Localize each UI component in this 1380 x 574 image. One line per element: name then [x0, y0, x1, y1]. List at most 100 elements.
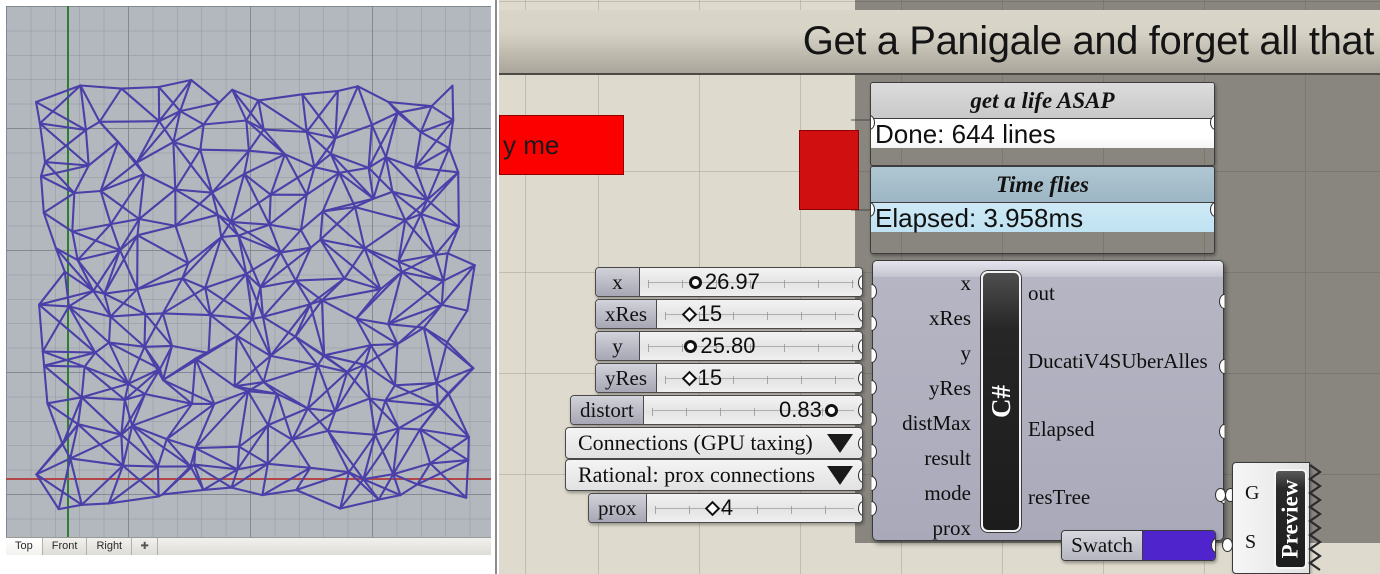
preview-port-g[interactable]: G [1245, 482, 1260, 504]
csharp-nub-out-ducati[interactable] [1219, 359, 1225, 374]
viewport-canvas[interactable]: Top Front Right ✚ [6, 6, 491, 555]
slider-xres-ticks [665, 312, 854, 320]
scribble-title-banner[interactable]: Get a Panigale and forget all that [499, 10, 1380, 75]
slider-x-output-nub[interactable] [858, 275, 862, 290]
custom-preview-component[interactable]: G S Preview [1232, 462, 1322, 574]
viewport-tab-front-label: Front [51, 540, 78, 552]
error-component-label: y me [503, 130, 560, 160]
panel-done[interactable]: get a life ASAP Done: 644 lines [870, 82, 1215, 166]
panel-elapsed-output-nub[interactable] [1210, 202, 1214, 217]
dropdown-connections-output-nub[interactable] [858, 436, 862, 451]
slider-yres[interactable]: yRes 15 [595, 363, 863, 393]
csharp-output-ducati[interactable]: DucatiV4SUberAlles [1028, 349, 1208, 373]
panel-done-header: get a life ASAP [871, 83, 1214, 119]
csharp-capsule-label: C# [985, 385, 1016, 418]
slider-xres-handle[interactable] [681, 306, 697, 322]
panel-done-body: Done: 644 lines [871, 119, 1214, 149]
delaunay-mesh-wireframe [35, 78, 476, 511]
slider-y-ticks [648, 344, 854, 352]
csharp-nub-out-elapsed[interactable] [1219, 424, 1225, 439]
swatch-output-nub[interactable] [1211, 538, 1215, 553]
add-viewport-tab-icon[interactable]: ✚ [132, 538, 159, 555]
slider-distort-label: distort [571, 396, 644, 424]
swatch-label: Swatch [1062, 531, 1143, 560]
viewport-tab-top[interactable]: Top [6, 538, 43, 555]
wire-bundle [850, 119, 871, 211]
chevron-down-icon[interactable] [827, 433, 853, 453]
viewport-tab-right-label: Right [96, 540, 123, 552]
csharp-output-out[interactable]: out [1028, 281, 1055, 305]
viewport-3d-area[interactable] [6, 6, 491, 537]
csharp-input-x[interactable]: x [960, 271, 972, 295]
slider-yres-value: 15 [697, 365, 723, 390]
panel-elapsed[interactable]: Time flies Elapsed: 3.958ms [870, 166, 1215, 254]
preview-zigzag-edge [1308, 464, 1322, 571]
slider-yres-handle[interactable] [681, 370, 697, 386]
slider-y-value: 25.80 [700, 333, 756, 358]
slider-y-output-nub[interactable] [858, 339, 862, 354]
panel-elapsed-header: Time flies [871, 167, 1214, 203]
viewport-axis-y [67, 6, 69, 537]
slider-distort-track[interactable]: 0.83 [643, 396, 862, 424]
rhino-viewport[interactable]: Top Front Right ✚ [0, 0, 497, 574]
csharp-output-ports: out DucatiV4SUberAlles Elapsed resTree [1028, 283, 1217, 508]
plus-icon: ✚ [140, 540, 149, 552]
slider-distort-output-nub[interactable] [858, 403, 862, 418]
panel-done-output-nub[interactable] [1210, 115, 1214, 130]
viewport-axis-x [6, 478, 491, 480]
slider-distort[interactable]: distort 0.83 [570, 395, 863, 425]
swatch-colour-preview[interactable] [1143, 531, 1215, 560]
csharp-input-y[interactable]: y [960, 341, 972, 365]
colour-swatch-component[interactable]: Swatch [1061, 530, 1216, 561]
slider-prox-handle[interactable] [704, 500, 721, 516]
slider-y-handle[interactable] [684, 339, 698, 353]
slider-y-track[interactable]: 25.80 [640, 332, 862, 360]
error-component-red-secondary[interactable] [799, 130, 859, 210]
error-component-red[interactable]: y me [499, 115, 624, 175]
slider-x[interactable]: x 26.97 [595, 267, 863, 297]
csharp-input-mode[interactable]: mode [924, 481, 971, 505]
csharp-nub-out-out[interactable] [1219, 294, 1225, 309]
slider-distort-ticks [651, 408, 854, 416]
slider-xres-output-nub[interactable] [858, 307, 862, 322]
slider-y[interactable]: y 25.80 [595, 331, 863, 361]
grasshopper-canvas[interactable]: Get a Panigale and forget all that y me … [499, 0, 1380, 574]
slider-distort-handle[interactable] [824, 403, 838, 417]
csharp-input-yres[interactable]: yRes [929, 376, 971, 400]
csharp-script-component[interactable]: x xRes y yRes distMax result mode prox C… [871, 260, 1225, 541]
csharp-input-xres[interactable]: xRes [929, 306, 971, 330]
preview-capsule[interactable]: Preview [1274, 469, 1307, 569]
page-title: Get a Panigale and forget all that [802, 19, 1375, 63]
slider-xres-track[interactable]: 15 [657, 300, 862, 328]
preview-port-s[interactable]: S [1245, 531, 1257, 553]
viewport-tab-strip[interactable]: Top Front Right ✚ [6, 537, 491, 555]
panel-elapsed-body: Elapsed: 3.958ms [871, 203, 1214, 233]
slider-yres-track[interactable]: 15 [657, 364, 862, 392]
slider-prox-output-nub[interactable] [858, 501, 862, 516]
viewport-tab-front[interactable]: Front [43, 538, 88, 555]
dropdown-rational-label: Rational: prox connections [578, 462, 816, 487]
slider-x-handle[interactable] [688, 275, 702, 289]
csharp-input-result[interactable]: result [924, 446, 971, 470]
slider-xres[interactable]: xRes 15 [595, 299, 863, 329]
chevron-down-icon[interactable] [827, 465, 853, 485]
csharp-output-restree[interactable]: resTree [1028, 485, 1091, 509]
csharp-input-ports: x xRes y yRes distMax result mode prox [873, 273, 977, 539]
dropdown-rational[interactable]: Rational: prox connections [565, 459, 863, 491]
slider-x-label: x [596, 268, 640, 296]
slider-prox-label: prox [589, 494, 647, 522]
slider-prox-track[interactable]: 4 [646, 494, 862, 522]
csharp-capsule[interactable]: C# [981, 271, 1021, 532]
csharp-titlebar[interactable] [873, 261, 1223, 277]
slider-xres-label: xRes [596, 300, 657, 328]
slider-yres-output-nub[interactable] [858, 371, 862, 386]
slider-prox[interactable]: prox 4 [588, 493, 863, 523]
viewport-tab-right[interactable]: Right [87, 538, 133, 555]
csharp-input-distmax[interactable]: distMax [902, 411, 971, 435]
dropdown-connections[interactable]: Connections (GPU taxing) [565, 427, 863, 459]
slider-x-track[interactable]: 26.97 [640, 268, 862, 296]
csharp-input-prox[interactable]: prox [932, 516, 972, 540]
dropdown-rational-output-nub[interactable] [858, 468, 862, 483]
csharp-output-elapsed[interactable]: Elapsed [1028, 417, 1095, 441]
